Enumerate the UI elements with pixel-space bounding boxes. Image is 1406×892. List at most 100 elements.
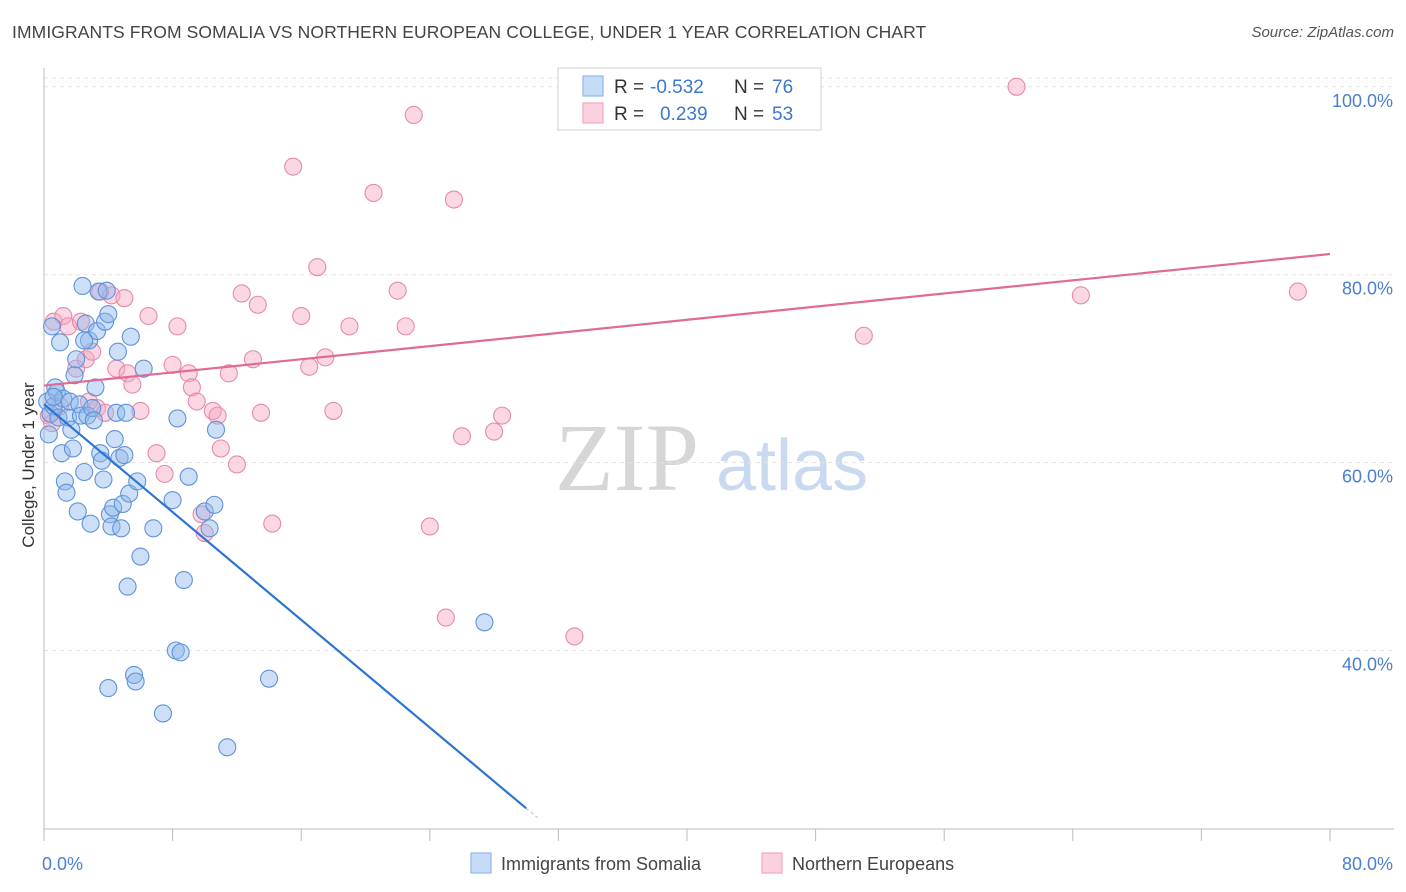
northern-point-21 xyxy=(147,444,166,463)
northern-point-37 xyxy=(248,295,267,314)
legend-label-somalia: Immigrants from Somalia xyxy=(501,854,702,874)
northern-point-56 xyxy=(493,406,512,425)
northern-point-38 xyxy=(251,403,271,422)
northern-point-54 xyxy=(452,427,472,446)
trend-line-northern xyxy=(43,252,1331,387)
somalia-point-54 xyxy=(126,672,145,691)
y-axis-title: College, Under 1 year xyxy=(19,382,38,548)
x-tick-labels: 0.0% 80.0% xyxy=(42,854,1393,874)
somalia-point-53 xyxy=(124,665,144,684)
northern-point-57 xyxy=(565,627,584,646)
northern-point-59 xyxy=(1007,77,1026,96)
somalia-point-70 xyxy=(206,420,226,439)
somalia-point-18 xyxy=(67,350,86,369)
northern-point-47 xyxy=(364,183,383,203)
somalia-point-19 xyxy=(68,502,87,521)
stats-swatch-northern xyxy=(582,102,604,124)
northern-point-48 xyxy=(388,281,407,300)
source-credit: Source: ZipAtlas.com xyxy=(1251,24,1394,41)
somalia-point-16 xyxy=(63,439,82,458)
northern-point-52 xyxy=(436,608,455,627)
series-immigrants-from-somalia xyxy=(38,276,494,757)
somalia-point-38 xyxy=(99,305,118,324)
somalia-point-62 xyxy=(168,409,187,428)
northern-point-46 xyxy=(340,317,359,336)
y-tick-label-40: 40.0% xyxy=(1342,654,1393,674)
somalia-point-67 xyxy=(195,502,214,521)
northern-point-6 xyxy=(67,359,86,378)
stats-swatch-somalia xyxy=(582,75,604,97)
somalia-point-52 xyxy=(121,327,140,346)
northern-point-22 xyxy=(155,464,174,483)
northern-point-33 xyxy=(219,364,238,383)
northern-point-4 xyxy=(54,306,73,326)
northern-point-45 xyxy=(324,401,343,420)
stats-n-label-northern: N = xyxy=(734,104,764,125)
stats-legend: R = -0.532 N = 76 R = 0.239 N = 53 xyxy=(557,67,822,131)
somalia-point-43 xyxy=(107,403,126,422)
somalia-point-8 xyxy=(51,333,70,352)
stats-r-value-northern: 0.239 xyxy=(660,104,708,125)
northern-point-19 xyxy=(131,401,150,420)
trend-line-somalia-extension xyxy=(525,807,538,819)
y-tick-labels: 40.0% 60.0% 80.0% 100.0% xyxy=(1332,91,1393,675)
somalia-point-50 xyxy=(118,577,137,596)
somalia-point-37 xyxy=(97,281,116,300)
somalia-point-30 xyxy=(86,378,105,397)
northern-point-41 xyxy=(292,306,311,326)
somalia-point-61 xyxy=(163,491,182,510)
northern-point-18 xyxy=(123,375,142,394)
northern-point-25 xyxy=(179,364,198,383)
somalia-point-59 xyxy=(144,519,163,538)
stats-r-label-northern: R = xyxy=(614,104,644,125)
x-tick-label-max: 80.0% xyxy=(1342,854,1393,874)
northern-point-40 xyxy=(284,157,303,176)
somalia-point-56 xyxy=(131,547,150,566)
somalia-point-23 xyxy=(75,462,94,482)
bottom-legend: Immigrants from Somalia Northern Europea… xyxy=(470,852,954,874)
somalia-point-74 xyxy=(44,387,63,406)
somalia-point-60 xyxy=(153,704,173,723)
somalia-point-41 xyxy=(104,498,123,517)
y-tick-label-100: 100.0% xyxy=(1332,91,1393,111)
northern-point-42 xyxy=(300,357,319,376)
stats-r-value-somalia: -0.532 xyxy=(650,77,704,98)
northern-point-51 xyxy=(420,517,439,536)
somalia-point-64 xyxy=(171,643,190,662)
somalia-point-68 xyxy=(200,519,219,538)
somalia-point-9 xyxy=(52,444,71,463)
northern-point-35 xyxy=(232,284,251,303)
legend-label-northern: Northern Europeans xyxy=(792,854,954,874)
somalia-point-58 xyxy=(134,359,153,378)
trend-line-somalia xyxy=(43,403,527,810)
somalia-point-3 xyxy=(42,317,62,336)
somalia-point-12 xyxy=(57,483,76,502)
y-tick-label-80: 80.0% xyxy=(1342,279,1393,299)
somalia-point-65 xyxy=(174,570,193,590)
watermark-atlas: atlas xyxy=(716,426,868,506)
somalia-point-29 xyxy=(84,411,103,430)
northern-point-26 xyxy=(182,378,201,397)
somalia-point-73 xyxy=(475,613,494,632)
northern-point-60 xyxy=(1071,286,1090,305)
x-tick-label-min: 0.0% xyxy=(42,854,83,874)
somalia-point-46 xyxy=(112,519,131,538)
somalia-point-69 xyxy=(205,495,224,514)
somalia-point-35 xyxy=(94,470,113,489)
watermark-zip: ZIP xyxy=(555,404,699,511)
somalia-point-49 xyxy=(116,403,136,422)
somalia-point-42 xyxy=(105,430,124,449)
northern-point-8 xyxy=(76,350,95,369)
somalia-point-66 xyxy=(179,467,198,486)
somalia-point-57 xyxy=(75,331,94,350)
northern-point-58 xyxy=(854,326,873,345)
somalia-point-17 xyxy=(65,366,84,385)
northern-point-20 xyxy=(139,306,158,326)
legend-swatch-somalia xyxy=(470,852,492,874)
northern-point-16 xyxy=(115,289,134,308)
northern-point-24 xyxy=(168,317,187,336)
northern-point-34 xyxy=(227,455,246,474)
northern-point-28 xyxy=(192,505,211,524)
northern-point-50 xyxy=(404,105,423,125)
somalia-point-72 xyxy=(259,669,279,688)
